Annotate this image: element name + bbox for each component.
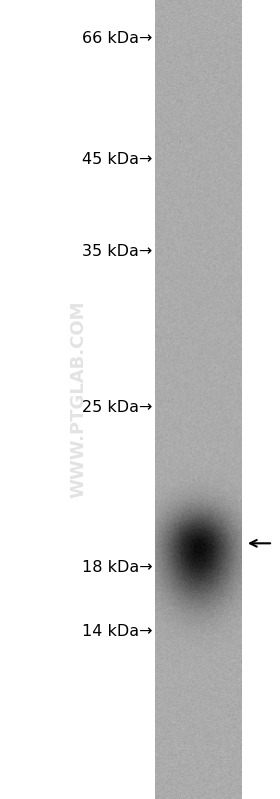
- Text: 66 kDa→: 66 kDa→: [82, 31, 153, 46]
- Text: 45 kDa→: 45 kDa→: [82, 153, 153, 167]
- Text: WWW.PTGLAB.COM: WWW.PTGLAB.COM: [69, 300, 87, 499]
- Text: 25 kDa→: 25 kDa→: [82, 400, 153, 415]
- Text: 18 kDa→: 18 kDa→: [82, 560, 153, 574]
- Text: 14 kDa→: 14 kDa→: [82, 624, 153, 638]
- Text: 35 kDa→: 35 kDa→: [82, 244, 153, 259]
